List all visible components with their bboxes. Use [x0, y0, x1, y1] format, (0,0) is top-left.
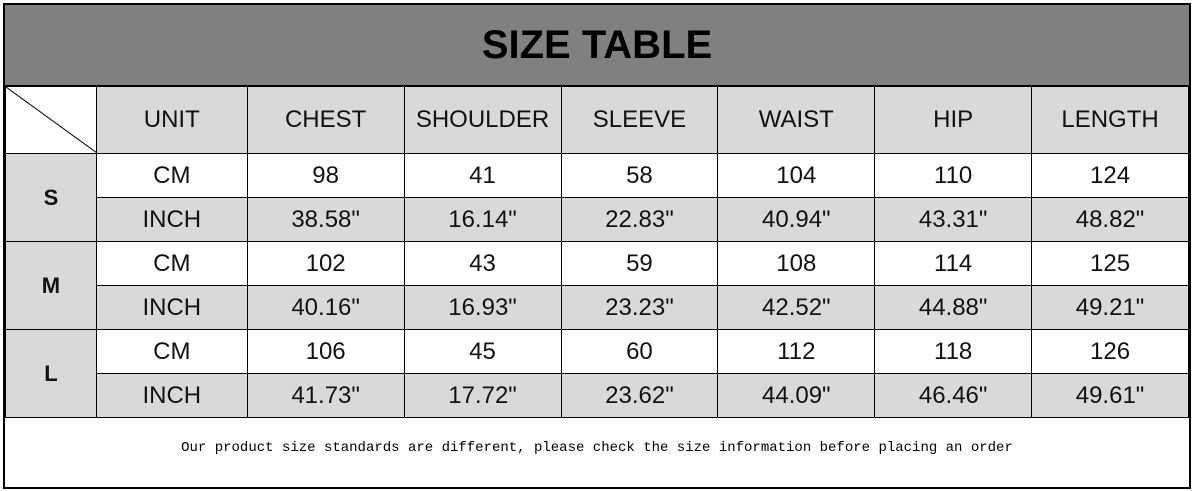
- diagonal-corner-cell: [5, 86, 97, 154]
- value-cell: 106: [246, 329, 405, 374]
- value-cell: 48.82": [1031, 197, 1189, 242]
- value-cell: 23.23": [560, 285, 719, 330]
- value-cell: 23.62": [560, 373, 719, 418]
- header-sleeve: SLEEVE: [560, 86, 719, 154]
- value-cell: 126: [1031, 329, 1189, 374]
- value-cell: 49.61": [1031, 373, 1189, 418]
- size-table-frame: SIZE TABLE UNIT CHEST SHOULDER SLEEVE WA…: [3, 3, 1191, 489]
- value-cell: 16.93": [403, 285, 562, 330]
- table-row: L CM 106 45 60 112 118 126: [5, 329, 1189, 418]
- header-shoulder: SHOULDER: [403, 86, 562, 154]
- value-cell: 60: [560, 329, 719, 374]
- value-cell: 124: [1031, 153, 1189, 198]
- value-cell: 38.58": [246, 197, 405, 242]
- unit-cell: INCH: [95, 197, 248, 242]
- value-cell: 44.09": [717, 373, 876, 418]
- value-cell: 49.21": [1031, 285, 1189, 330]
- unit-cell: CM: [95, 153, 248, 198]
- value-cell: 44.88": [874, 285, 1033, 330]
- value-cell: 59: [560, 241, 719, 286]
- table-row: INCH 40.16" 16.93" 23.23" 42.52" 44.88" 49.21": [6, 285, 1189, 330]
- unit-cell: CM: [95, 241, 248, 286]
- size-label: S: [5, 153, 97, 242]
- table-row: S CM 98 41 58 104 110 124: [5, 153, 1189, 242]
- size-label: M: [5, 241, 97, 330]
- value-cell: 22.83": [560, 197, 719, 242]
- header-hip: HIP: [874, 86, 1033, 154]
- unit-cell: CM: [95, 329, 248, 374]
- header-chest: CHEST: [246, 86, 405, 154]
- value-cell: 42.52": [717, 285, 876, 330]
- value-cell: 41: [403, 153, 562, 198]
- page-title: SIZE TABLE: [5, 5, 1189, 86]
- value-cell: 58: [560, 153, 719, 198]
- value-cell: 46.46": [874, 373, 1033, 418]
- value-cell: 43.31": [874, 197, 1033, 242]
- table-row: INCH 38.58" 16.14" 22.83" 40.94" 43.31" 48.82": [6, 197, 1189, 242]
- table-row: INCH 41.73" 17.72" 23.62" 44.09" 46.46" 49.61": [6, 373, 1189, 418]
- value-cell: 40.94": [717, 197, 876, 242]
- value-cell: 104: [717, 153, 876, 198]
- size-label: L: [5, 329, 97, 418]
- unit-cell: INCH: [95, 373, 248, 418]
- header-waist: WAIST: [717, 86, 876, 154]
- value-cell: 40.16": [246, 285, 405, 330]
- value-cell: 41.73": [246, 373, 405, 418]
- footer-note: Our product size standards are different…: [181, 439, 1013, 456]
- header-row: UNIT CHEST SHOULDER SLEEVE WAIST HIP LEN…: [5, 86, 1189, 154]
- header-length: LENGTH: [1031, 86, 1189, 154]
- value-cell: 108: [717, 241, 876, 286]
- value-cell: 16.14": [403, 197, 562, 242]
- header-unit: UNIT: [95, 86, 248, 154]
- value-cell: 17.72": [403, 373, 562, 418]
- value-cell: 43: [403, 241, 562, 286]
- value-cell: 114: [874, 241, 1033, 286]
- table-row: M CM 102 43 59 108 114 125: [5, 241, 1189, 330]
- value-cell: 102: [246, 241, 405, 286]
- value-cell: 45: [403, 329, 562, 374]
- size-table: UNIT CHEST SHOULDER SLEEVE WAIST HIP LEN…: [5, 86, 1189, 418]
- value-cell: 110: [874, 153, 1033, 198]
- value-cell: 112: [717, 329, 876, 374]
- value-cell: 98: [246, 153, 405, 198]
- value-cell: 125: [1031, 241, 1189, 286]
- unit-cell: INCH: [95, 285, 248, 330]
- value-cell: 118: [874, 329, 1033, 374]
